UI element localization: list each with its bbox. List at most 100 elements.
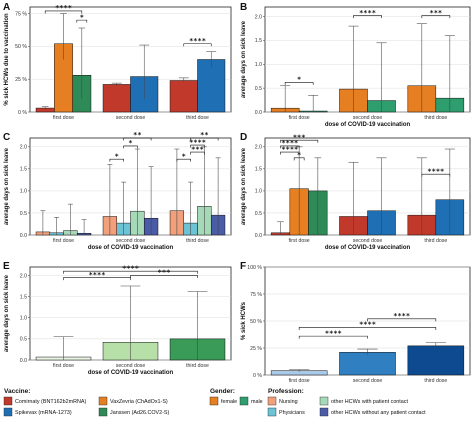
y-tick-label: 1.0 [20,189,27,195]
y-tick-label: 1.5 [20,294,27,300]
y-axis-label: average days on sick leave [241,147,247,225]
x-axis-label: dose of COVID-19 vaccination [88,370,174,376]
significance-bracket [76,19,88,23]
x-tick-label: first dose [289,238,310,244]
significance-label: * [182,152,186,160]
panel-a: A 0 % 25 % 50 % 75 % first dose second dose thi… [3,2,232,121]
significance-bracket [130,275,198,278]
legend-swatch-physicians [267,407,277,417]
x-tick-label: first dose [53,238,74,244]
x-tick-label: first dose [53,115,74,121]
y-tick-label: 25 % [15,77,27,83]
legend-label: Physicians [279,410,305,416]
y-tick-label: 0.5 [255,211,262,217]
y-tick-label: 1.5 [255,167,262,173]
x-axis-label: dose of COVID-19 vaccination [325,122,411,128]
significance-label: **** [89,271,106,279]
y-tick-label: 50 % [250,319,262,325]
y-axis-label: % sick HCWs [241,301,247,340]
legend-swatch-female [209,396,219,406]
bar-f_third [407,345,465,376]
y-tick-label: 1.0 [255,62,262,68]
significance-label: ** [133,131,141,139]
legend-swatch-male [239,396,249,406]
y-tick-label: 0.0 [20,358,27,364]
significance-bracket [190,137,219,141]
y-tick-label: 0.5 [20,337,27,343]
x-tick-label: first dose [289,115,310,121]
y-tick-label: 0.0 [255,110,262,116]
significance-label: **** [325,329,342,337]
significance-label: *** [293,133,306,141]
x-tick-label: first dose [289,378,310,384]
significance-label: *** [158,269,171,277]
y-tick-label: 1.0 [255,189,262,195]
y-tick-label: 2.0 [20,273,27,279]
x-tick-label: third dose [186,238,209,244]
significance-bracket [190,151,205,155]
panel-e: E 0.0 0.5 1.0 1.5 2.0 first dose second dose thi… [3,261,232,376]
significance-bracket [421,173,451,177]
y-tick-label: 75 % [250,292,262,298]
significance-label: **** [281,145,298,153]
legend-label: Nursing [279,399,298,405]
x-axis-label: dose of COVID-19 vaccination [88,245,174,251]
significance-label: *** [430,9,443,17]
bar-comirnaty [169,80,198,113]
panel-letter: A [3,2,10,13]
x-tick-label: second dose [116,115,146,121]
y-axis-label: average days on sick leave [4,147,10,225]
bar-f_second [339,352,396,376]
legend-title: Vaccine: [4,388,30,395]
significance-bracket [109,158,124,162]
legend-title: Profession: [268,388,304,395]
legend-swatch-other_contact [319,396,329,406]
y-tick-label: 1.5 [20,167,27,173]
panel-b: B 0.0 0.5 1.0 1.5 2.0 first dose second dose thi… [240,2,471,128]
y-tick-label: 2.0 [255,145,262,151]
significance-label: * [115,152,119,160]
y-tick-label: 2.0 [255,14,262,20]
panel-letter: E [3,261,10,272]
significance-bracket [280,151,300,155]
panel-c: C 0.0 0.5 1.0 1.5 2.0 first dose second dose thi… [3,131,232,251]
y-axis-label: average days on sick leave [4,274,10,352]
significance-bracket [298,327,437,330]
significance-bracket [293,157,305,161]
significance-label: * [297,151,301,159]
legend-label: Janssen (Ad26.COV2-S) [110,410,170,416]
y-tick-label: 25 % [250,346,262,352]
bar-spikevax [197,59,226,113]
y-axis-label: average days on sick leave [241,20,247,98]
legend-label: Spikevax (mRNA-1273) [15,410,72,416]
x-tick-label: third dose [186,363,209,369]
x-axis-label: dose of COVID-19 vaccination [325,245,411,251]
x-tick-label: second dose [353,115,383,121]
legend-swatch-nursing [267,396,277,406]
significance-bracket [63,270,198,274]
significance-bracket [298,335,368,339]
x-tick-label: first dose [53,363,74,369]
y-tick-label: 0 % [253,373,262,379]
significance-bracket [176,158,191,162]
legend-title: Gender: [210,388,235,395]
y-tick-label: 0.5 [20,211,27,217]
significance-label: **** [427,167,444,175]
x-tick-label: third dose [424,238,447,244]
significance-label: **** [189,37,206,45]
legend-label: female [221,399,237,405]
significance-label: ** [200,131,208,139]
significance-bracket [367,318,437,322]
panel-letter: B [240,2,247,13]
significance-label: * [80,13,84,21]
y-tick-label: 0.5 [255,86,262,92]
significance-label: **** [281,139,298,147]
legend-label: male [251,399,263,405]
x-tick-label: second dose [116,238,146,244]
legend-swatch-vaxzevria [98,396,108,406]
y-axis-label: % sick HCWs due to vaccination [4,13,10,106]
y-tick-label: 0.0 [255,233,262,239]
legend-swatch-other_nocontact [319,407,329,417]
legend: Vaccine: Comirnaty (BNT162b2mRNA) VaxZevri… [3,388,426,417]
